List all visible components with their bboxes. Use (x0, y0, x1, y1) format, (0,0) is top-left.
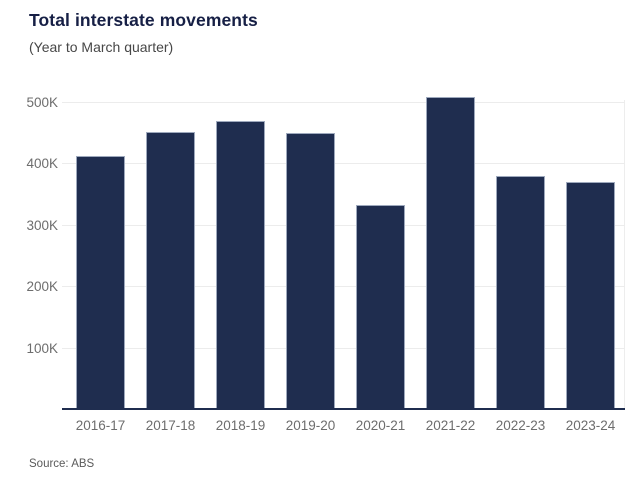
gridline-300k (62, 224, 625, 226)
bar-2020-21[interactable] (356, 204, 405, 410)
plot-right-border (624, 100, 625, 410)
bar-2018-19[interactable] (216, 120, 265, 410)
gridline-500k (62, 102, 625, 103)
gridline-400k (62, 163, 625, 165)
source-note: Source: ABS (29, 458, 95, 470)
bar-2022-23[interactable] (496, 176, 545, 410)
x-axis-label-2019-20: 2019-20 (285, 418, 336, 433)
y-axis-label-200k: 200K (26, 279, 58, 295)
bar-2016-17[interactable] (76, 156, 125, 410)
bar-2017-18[interactable] (146, 131, 195, 410)
x-axis-label-2021-22: 2021-22 (425, 418, 476, 433)
x-axis-line (62, 408, 625, 410)
bar-2021-22[interactable] (426, 96, 475, 410)
y-axis-label-500k: 500K (26, 95, 58, 110)
chart-title: Total interstate movements (29, 10, 258, 30)
bar-2023-24[interactable] (566, 182, 615, 410)
y-axis-label-100k: 100K (26, 340, 58, 356)
x-axis-label-2018-19: 2018-19 (215, 418, 266, 433)
y-axis-label-300k: 300K (26, 217, 58, 233)
x-axis-label-2017-18: 2017-18 (145, 418, 196, 433)
x-axis-label-2022-23: 2022-23 (495, 418, 546, 433)
x-axis-label-2023-24: 2023-24 (565, 418, 616, 433)
x-axis-label-2016-17: 2016-17 (75, 418, 126, 433)
bar-2019-20[interactable] (286, 133, 335, 410)
gridline-100k (62, 347, 625, 349)
y-axis-label-400k: 400K (26, 156, 58, 172)
x-axis-label-2020-21: 2020-21 (355, 418, 406, 433)
plot-area (62, 80, 625, 410)
gridline-200k (62, 286, 625, 288)
chart-subtitle: (Year to March quarter) (29, 39, 174, 55)
